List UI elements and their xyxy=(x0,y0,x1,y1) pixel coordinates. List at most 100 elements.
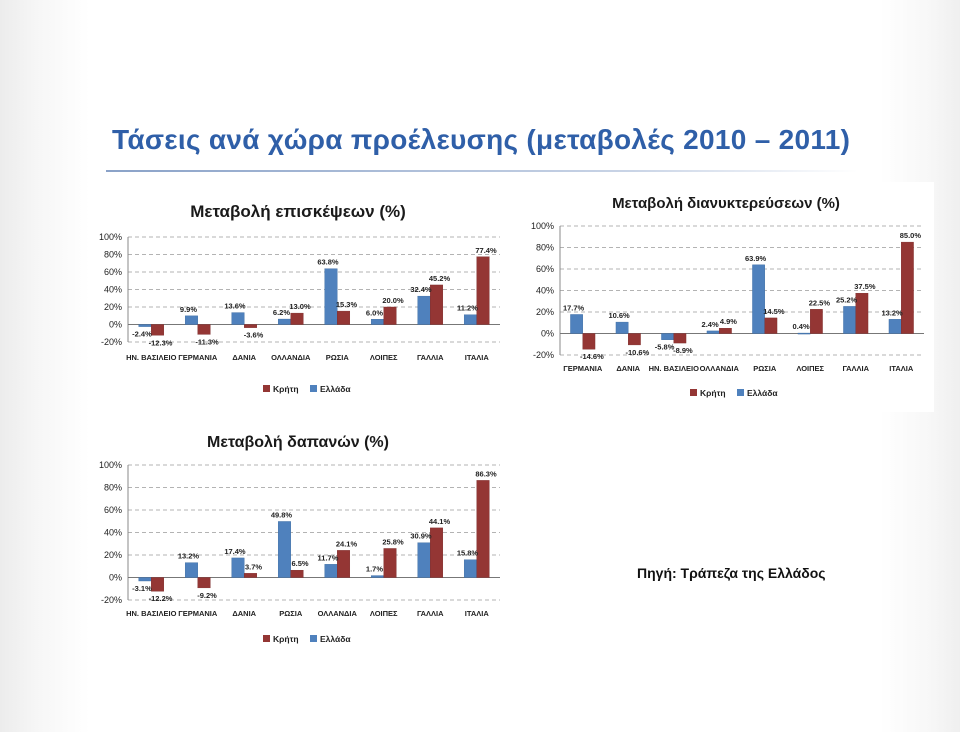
data-label-greece: 30.9% xyxy=(410,532,432,541)
category-label: ΓΕΡΜΑΝΙΑ xyxy=(178,353,218,362)
legend-label-crete: Κρήτη xyxy=(700,388,726,398)
category-label: ΟΛΛΑΝΔΙΑ xyxy=(271,353,311,362)
data-label-greece: 2.4% xyxy=(702,320,719,329)
chart-title: Μεταβολή δαπανών (%) xyxy=(207,434,389,451)
data-label-greece: 13.2% xyxy=(178,552,200,561)
bar-crete xyxy=(244,573,258,578)
data-label-crete: 45.2% xyxy=(429,274,451,283)
bar-crete xyxy=(197,324,211,335)
bar-greece xyxy=(843,306,856,334)
bar-greece xyxy=(138,324,152,327)
data-label-greece: 13.6% xyxy=(224,302,246,311)
bar-crete xyxy=(764,317,778,334)
y-tick-label: -20% xyxy=(101,595,122,605)
legend-label-greece: Ελλάδα xyxy=(320,384,351,394)
category-label: ΔΑΝΙΑ xyxy=(616,364,640,373)
bar-crete xyxy=(151,577,165,592)
y-tick-label: 20% xyxy=(104,550,122,560)
bar-greece xyxy=(888,319,902,334)
bar-crete xyxy=(290,569,304,578)
overnights-chart-panel: Μεταβολή διανυκτερεύσεων (%) -20% 0% 20% 40%… xyxy=(518,182,934,412)
legend-swatch-crete xyxy=(690,389,697,396)
bar-greece xyxy=(231,312,245,325)
bar-crete xyxy=(244,324,258,328)
data-label-greece: 10.6% xyxy=(608,311,630,320)
y-tick-label: 60% xyxy=(104,267,122,277)
bar-greece xyxy=(277,521,291,578)
legend-swatch-greece xyxy=(737,389,744,396)
y-tick-label: 80% xyxy=(104,250,122,260)
data-label-greece: -3.1% xyxy=(132,584,152,593)
category-label: ΙΤΑΛΙΑ xyxy=(465,609,490,618)
legend-swatch-crete xyxy=(263,635,270,642)
category-label: ΛΟΙΠΕΣ xyxy=(796,364,824,373)
bar-crete xyxy=(476,256,490,325)
data-label-crete: 85.0% xyxy=(900,231,922,240)
y-tick-label: 100% xyxy=(99,460,122,470)
legend-label-greece: Ελλάδα xyxy=(320,634,351,644)
category-label: ΓΑΛΛΙΑ xyxy=(842,364,869,373)
category-label: ΡΩΣΙΑ xyxy=(753,364,777,373)
bar-crete xyxy=(901,241,914,334)
y-tick-label: 0% xyxy=(109,573,122,583)
category-label: ΔΑΝΙΑ xyxy=(232,609,256,618)
y-tick-label: 20% xyxy=(536,307,554,317)
bar-greece xyxy=(324,564,338,578)
y-tick-label: 60% xyxy=(104,505,122,515)
category-label: ΟΛΛΑΝΔΙΑ xyxy=(318,609,358,618)
bar-greece xyxy=(184,315,198,325)
data-label-crete: 77.4% xyxy=(475,246,497,255)
category-label: ΡΩΣΙΑ xyxy=(326,353,350,362)
data-label-crete: -11.3% xyxy=(195,337,219,346)
data-label-crete: -12.2% xyxy=(149,594,173,603)
bar-crete xyxy=(719,328,732,334)
data-label-crete: 14.5% xyxy=(763,307,785,316)
data-label-crete: 86.3% xyxy=(475,469,497,478)
bar-crete xyxy=(383,548,397,578)
legend-swatch-greece xyxy=(310,385,317,392)
y-tick-label: 40% xyxy=(104,528,122,538)
category-label: ΔΑΝΙΑ xyxy=(232,353,256,362)
visits-chart: Μεταβολή επισκέψεων (%) -20% 0% 20% 40% 60% 80… xyxy=(99,202,500,394)
data-label-crete: -8.9% xyxy=(673,346,693,355)
data-label-crete: 24.1% xyxy=(336,539,358,548)
bar-greece xyxy=(463,559,477,578)
category-label: ΛΟΙΠΕΣ xyxy=(370,353,398,362)
y-tick-label: 0% xyxy=(541,329,554,339)
y-tick-label: 60% xyxy=(536,264,554,274)
visits-chart-panel: Μεταβολή επισκέψεων (%) -20% 0% 20% 40% 60% 80… xyxy=(88,182,510,412)
data-label-greece: 63.9% xyxy=(745,254,767,263)
data-label-greece: 11.7% xyxy=(318,553,339,562)
data-label-greece: 6.0% xyxy=(366,308,383,317)
data-label-crete: -10.6% xyxy=(626,348,650,357)
bar-crete xyxy=(582,333,596,350)
data-label-greece: 17.7% xyxy=(563,303,585,312)
data-label-greece: 6.2% xyxy=(273,308,290,317)
bar-crete xyxy=(430,527,444,578)
category-label: ΓΑΛΛΙΑ xyxy=(417,353,444,362)
y-tick-label: 100% xyxy=(99,232,122,242)
y-tick-label: 80% xyxy=(104,483,122,493)
bar-crete xyxy=(290,312,304,325)
data-label-crete: 15.3% xyxy=(336,300,358,309)
expenditure-chart-panel: Μεταβολή δαπανών (%) -20% 0% 20% 40% 60% 80% 10… xyxy=(88,420,510,658)
category-label: ΗΝ. ΒΑΣΙΛΕΙΟ xyxy=(649,364,700,373)
y-tick-label: 20% xyxy=(104,302,122,312)
data-label-greece: 49.8% xyxy=(271,510,293,519)
category-label: ΙΤΑΛΙΑ xyxy=(465,353,490,362)
bar-greece xyxy=(277,318,291,325)
data-label-greece: 1.7% xyxy=(366,565,383,574)
data-label-crete: -9.2% xyxy=(197,591,217,600)
overnights-chart: Μεταβολή διανυκτερεύσεων (%) -20% 0% 20% 40%… xyxy=(531,195,924,398)
bar-greece xyxy=(797,332,811,335)
y-tick-label: -20% xyxy=(101,337,122,347)
chart-title: Μεταβολή διανυκτερεύσεων (%) xyxy=(612,195,840,212)
data-label-greece: 63.8% xyxy=(317,258,339,267)
bar-crete xyxy=(476,480,490,578)
category-label: ΛΟΙΠΕΣ xyxy=(370,609,398,618)
data-label-greece: 9.9% xyxy=(180,305,197,314)
bar-greece xyxy=(231,557,245,578)
bar-greece xyxy=(138,577,152,582)
category-label: ΟΛΛΑΝΔΙΑ xyxy=(700,364,740,373)
y-tick-label: 40% xyxy=(536,286,554,296)
